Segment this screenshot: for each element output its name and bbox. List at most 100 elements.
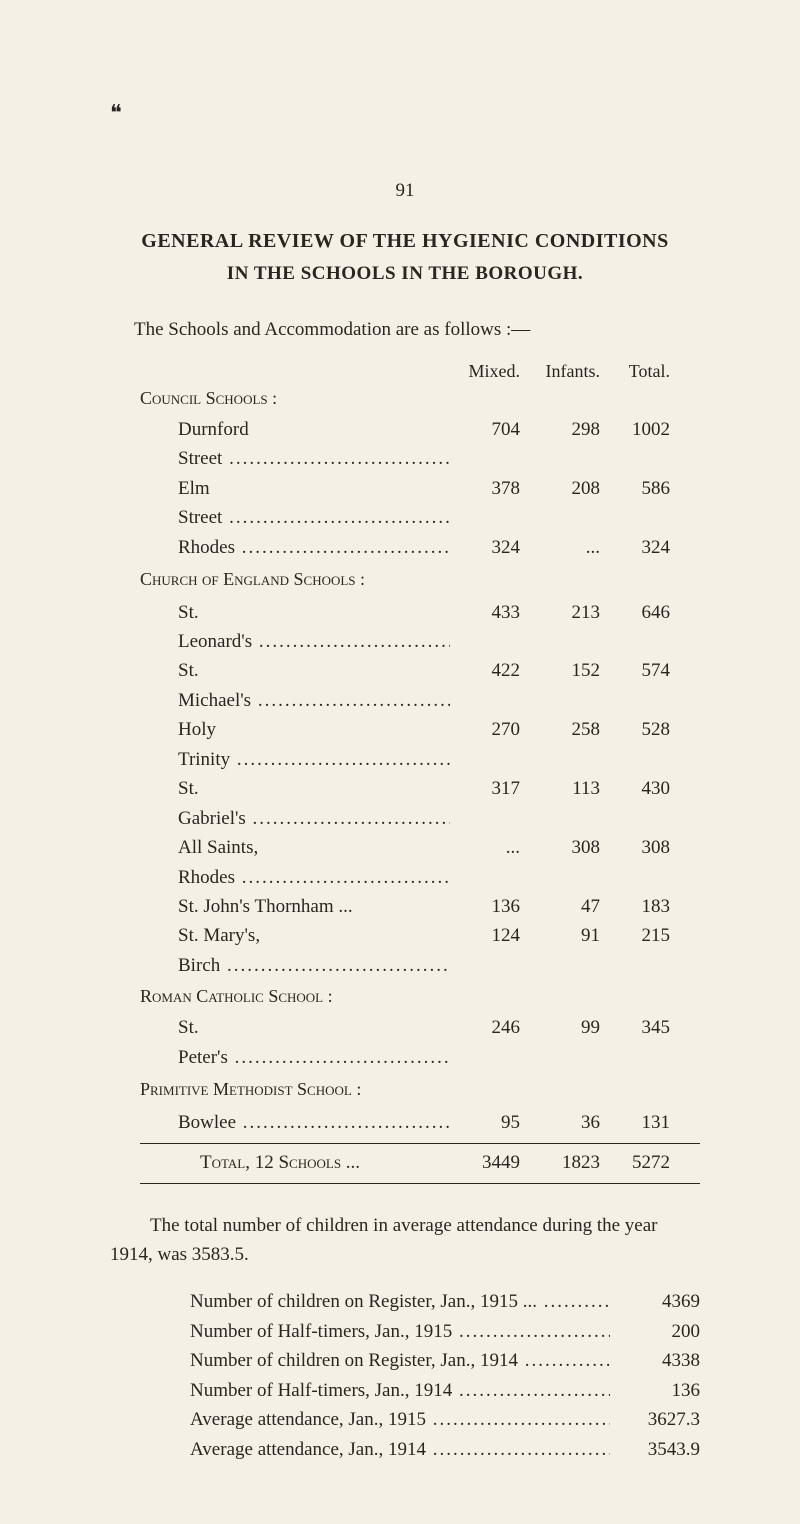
section-heading-church: Church of England Schools : bbox=[140, 568, 700, 591]
table-row: Rhodes 324 ... 324 bbox=[140, 533, 700, 562]
cell-infants: 298 bbox=[520, 415, 600, 474]
title-sub: IN THE SCHOOLS IN THE BOROUGH. bbox=[110, 263, 700, 285]
table-row: Bowlee 95 36 131 bbox=[140, 1108, 700, 1137]
cell-total: 215 bbox=[600, 921, 670, 980]
cell-total: 430 bbox=[600, 774, 670, 833]
stats-row: Average attendance, Jan., 1914 3543.9 bbox=[190, 1435, 700, 1464]
section-heading-council: Council Schools : bbox=[140, 388, 700, 409]
cell-mixed: 124 bbox=[450, 921, 520, 980]
cell-total: 574 bbox=[600, 656, 670, 715]
cell-infants: 91 bbox=[520, 921, 600, 980]
row-label: St. Michael's bbox=[140, 656, 450, 715]
stats-label: Number of children on Register, Jan., 19… bbox=[190, 1346, 610, 1375]
col-header-total: Total. bbox=[600, 361, 670, 382]
row-label: St. Leonard's bbox=[140, 598, 450, 657]
section-heading-roman: Roman Catholic School : bbox=[140, 986, 700, 1007]
cell-mixed: 136 bbox=[450, 892, 520, 921]
stats-row: Number of Half-timers, Jan., 1915 200 bbox=[190, 1317, 700, 1346]
cell-total: 183 bbox=[600, 892, 670, 921]
cell-mixed: 317 bbox=[450, 774, 520, 833]
table-row: Durnford Street 704 298 1002 bbox=[140, 415, 700, 474]
cell-infants: 47 bbox=[520, 892, 600, 921]
stats-label: Average attendance, Jan., 1915 bbox=[190, 1405, 610, 1434]
section-heading-primitive: Primitive Methodist School : bbox=[140, 1078, 700, 1101]
cell-mixed: 270 bbox=[450, 715, 520, 774]
cell-infants: 99 bbox=[520, 1013, 600, 1072]
cell-total: 131 bbox=[600, 1108, 670, 1137]
cell-total: 5272 bbox=[600, 1148, 670, 1177]
stats-value: 4369 bbox=[610, 1287, 700, 1316]
stats-value: 136 bbox=[610, 1376, 700, 1405]
cell-total: 586 bbox=[600, 474, 670, 533]
cell-mixed: 324 bbox=[450, 533, 520, 562]
cell-mixed: ... bbox=[450, 833, 520, 892]
table-row-total: Total, 12 Schools ... 3449 1823 5272 bbox=[140, 1143, 700, 1177]
row-label: Durnford Street bbox=[140, 415, 450, 474]
table-row: All Saints, Rhodes ... 308 308 bbox=[140, 833, 700, 892]
table-row: Holy Trinity 270 258 528 bbox=[140, 715, 700, 774]
table-header-row: Mixed. Infants. Total. bbox=[140, 361, 700, 382]
stats-label: Number of Half-timers, Jan., 1914 bbox=[190, 1376, 610, 1405]
cell-infants: 258 bbox=[520, 715, 600, 774]
cell-total: 324 bbox=[600, 533, 670, 562]
table-row: St. John's Thornham ... 136 47 183 bbox=[140, 892, 700, 921]
stats-value: 3627.3 bbox=[610, 1405, 700, 1434]
cell-infants: 1823 bbox=[520, 1148, 600, 1177]
cell-infants: 152 bbox=[520, 656, 600, 715]
cell-mixed: 246 bbox=[450, 1013, 520, 1072]
stats-label: Number of Half-timers, Jan., 1915 bbox=[190, 1317, 610, 1346]
row-label: Bowlee bbox=[140, 1108, 450, 1137]
row-label: St. John's Thornham ... bbox=[140, 892, 450, 921]
cell-total: 1002 bbox=[600, 415, 670, 474]
cell-mixed: 95 bbox=[450, 1108, 520, 1137]
stats-row: Average attendance, Jan., 1915 3627.3 bbox=[190, 1405, 700, 1434]
quote-mark: ❝ bbox=[110, 100, 122, 126]
col-header-infants: Infants. bbox=[520, 361, 600, 382]
cell-mixed: 3449 bbox=[450, 1148, 520, 1177]
cell-infants: 36 bbox=[520, 1108, 600, 1137]
page-number: 91 bbox=[110, 180, 700, 202]
cell-mixed: 422 bbox=[450, 656, 520, 715]
cell-total: 308 bbox=[600, 833, 670, 892]
cell-infants: 213 bbox=[520, 598, 600, 657]
cell-mixed: 704 bbox=[450, 415, 520, 474]
cell-mixed: 378 bbox=[450, 474, 520, 533]
row-label: St. Mary's, Birch bbox=[140, 921, 450, 980]
table-bottom-rule bbox=[140, 1183, 700, 1184]
row-label: Rhodes bbox=[140, 533, 450, 562]
table-row: St. Michael's 422 152 574 bbox=[140, 656, 700, 715]
schools-table: Mixed. Infants. Total. Council Schools :… bbox=[140, 361, 700, 1184]
cell-infants: 308 bbox=[520, 833, 600, 892]
table-row: St. Gabriel's 317 113 430 bbox=[140, 774, 700, 833]
row-label: St. Peter's bbox=[140, 1013, 450, 1072]
cell-total: 528 bbox=[600, 715, 670, 774]
table-row: St. Leonard's 433 213 646 bbox=[140, 598, 700, 657]
cell-mixed: 433 bbox=[450, 598, 520, 657]
stats-label: Average attendance, Jan., 1914 bbox=[190, 1435, 610, 1464]
cell-total: 646 bbox=[600, 598, 670, 657]
table-row: St. Peter's 246 99 345 bbox=[140, 1013, 700, 1072]
cell-infants: 208 bbox=[520, 474, 600, 533]
cell-infants: ... bbox=[520, 533, 600, 562]
stats-value: 3543.9 bbox=[610, 1435, 700, 1464]
row-label: Holy Trinity bbox=[140, 715, 450, 774]
table-row: Elm Street 378 208 586 bbox=[140, 474, 700, 533]
stats-row: Number of Half-timers, Jan., 1914 136 bbox=[190, 1376, 700, 1405]
stats-value: 200 bbox=[610, 1317, 700, 1346]
total-label: Total, 12 Schools ... bbox=[140, 1148, 450, 1177]
cell-total: 345 bbox=[600, 1013, 670, 1072]
stats-row: Number of children on Register, Jan., 19… bbox=[190, 1346, 700, 1375]
row-label: St. Gabriel's bbox=[140, 774, 450, 833]
cell-infants: 113 bbox=[520, 774, 600, 833]
title-main: GENERAL REVIEW OF THE HYGIENIC CONDITION… bbox=[110, 230, 700, 253]
document-page: 91 GENERAL REVIEW OF THE HYGIENIC CONDIT… bbox=[0, 0, 800, 1524]
col-header-mixed: Mixed. bbox=[450, 361, 520, 382]
footer-paragraph: The total number of children in average … bbox=[110, 1212, 700, 1269]
row-label: All Saints, Rhodes bbox=[140, 833, 450, 892]
table-row: St. Mary's, Birch 124 91 215 bbox=[140, 921, 700, 980]
row-label: Elm Street bbox=[140, 474, 450, 533]
stats-value: 4338 bbox=[610, 1346, 700, 1375]
stats-row: Number of children on Register, Jan., 19… bbox=[190, 1287, 700, 1316]
stats-list: Number of children on Register, Jan., 19… bbox=[190, 1287, 700, 1464]
stats-label: Number of children on Register, Jan., 19… bbox=[190, 1287, 610, 1316]
